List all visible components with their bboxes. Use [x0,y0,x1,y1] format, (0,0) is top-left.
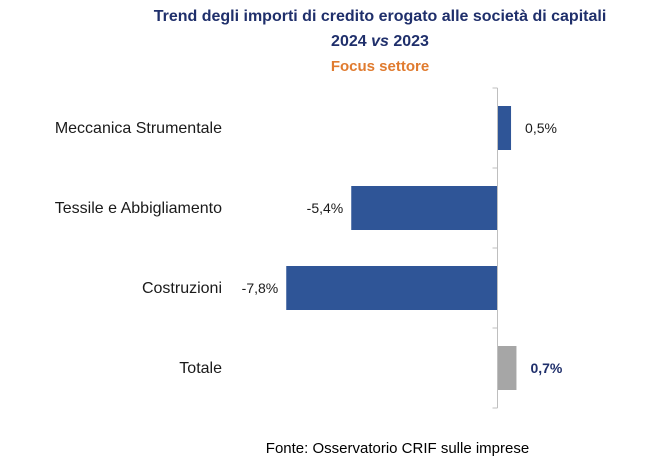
chart-title: Trend degli importi di credito erogato a… [153,8,607,25]
source-note: Fonte: Osservatorio CRIF sulle imprese [265,440,530,457]
data-label: -5,4% [307,200,344,216]
bar-0 [497,106,512,150]
category-label: Meccanica Strumentale [55,120,222,137]
data-label: 0,5% [525,120,557,136]
category-label: Tessile e Abbigliamento [55,200,222,217]
bar-3 [497,346,517,390]
bar-1 [351,186,498,230]
bar-2 [286,266,498,310]
year-2024: 2024 [331,33,367,50]
chart-subtitle: Focus settore [330,58,430,75]
year-2023: 2023 [393,33,429,50]
data-label: 0,7% [530,360,562,376]
category-label: Costruzioni [142,280,222,297]
data-label: -7,8% [242,280,279,296]
chart-title-years: 2024 vs 2023 [130,33,630,51]
category-label: Totale [179,360,222,377]
vs-label: vs [371,33,389,50]
